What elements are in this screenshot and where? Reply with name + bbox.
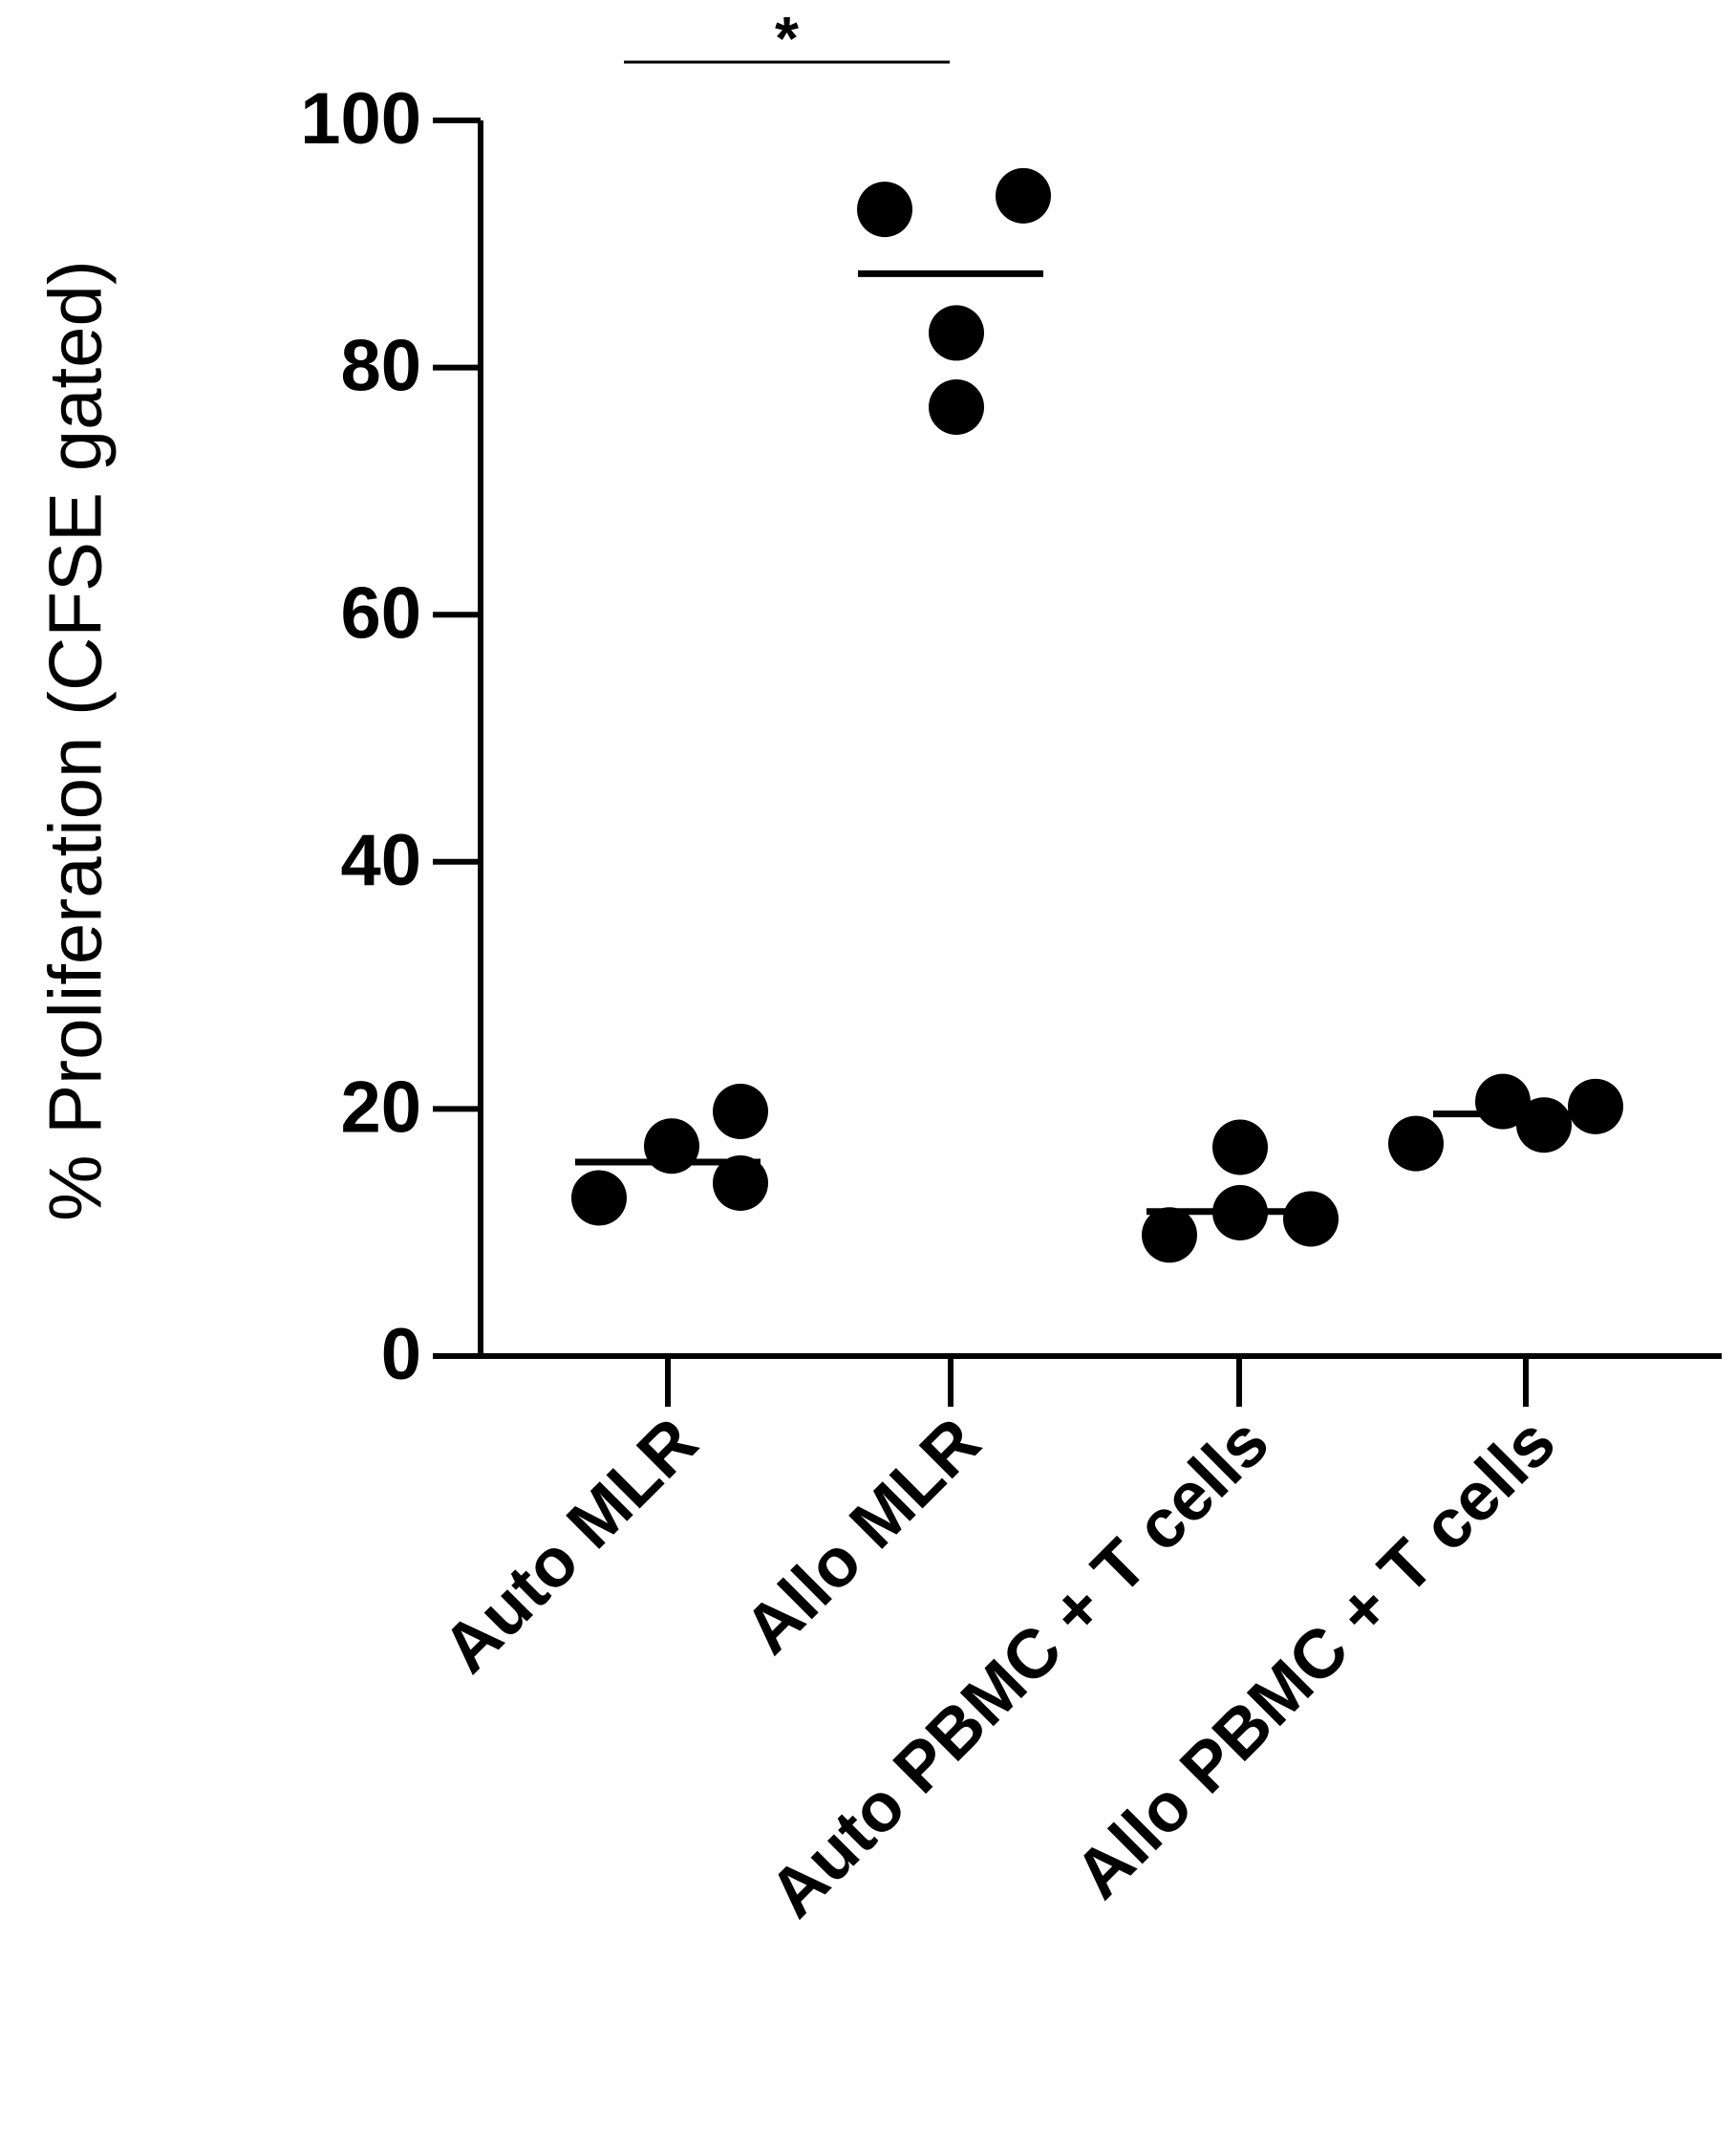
data-point xyxy=(1142,1207,1197,1263)
data-point xyxy=(571,1170,627,1226)
data-point xyxy=(713,1083,768,1139)
data-point xyxy=(1568,1078,1623,1134)
data-point xyxy=(713,1154,768,1211)
data-point xyxy=(1212,1119,1268,1175)
x-tick-label: Allo PBMC + T cells xyxy=(1061,1404,1570,1913)
data-point xyxy=(1283,1191,1339,1247)
y-tick-label: 100 xyxy=(300,78,421,160)
y-tick-label: 20 xyxy=(340,1067,421,1148)
data-point xyxy=(1516,1097,1572,1153)
y-tick-label: 40 xyxy=(340,820,421,901)
y-axis-label: % Proliferation (CFSE gated) xyxy=(33,260,118,1221)
x-tick-label: Auto PBMC + T cells xyxy=(755,1404,1283,1932)
data-point xyxy=(1388,1115,1444,1172)
data-point xyxy=(929,378,984,435)
x-tick-label: Allo MLR xyxy=(730,1404,995,1669)
data-point xyxy=(857,182,912,238)
x-tick-label: Auto MLR xyxy=(428,1404,712,1688)
significance-star: * xyxy=(775,4,799,73)
data-point xyxy=(929,305,984,361)
y-tick-label: 80 xyxy=(340,326,421,407)
data-point xyxy=(996,167,1051,224)
y-tick-label: 60 xyxy=(340,572,421,654)
y-tick-label: 0 xyxy=(381,1314,421,1395)
